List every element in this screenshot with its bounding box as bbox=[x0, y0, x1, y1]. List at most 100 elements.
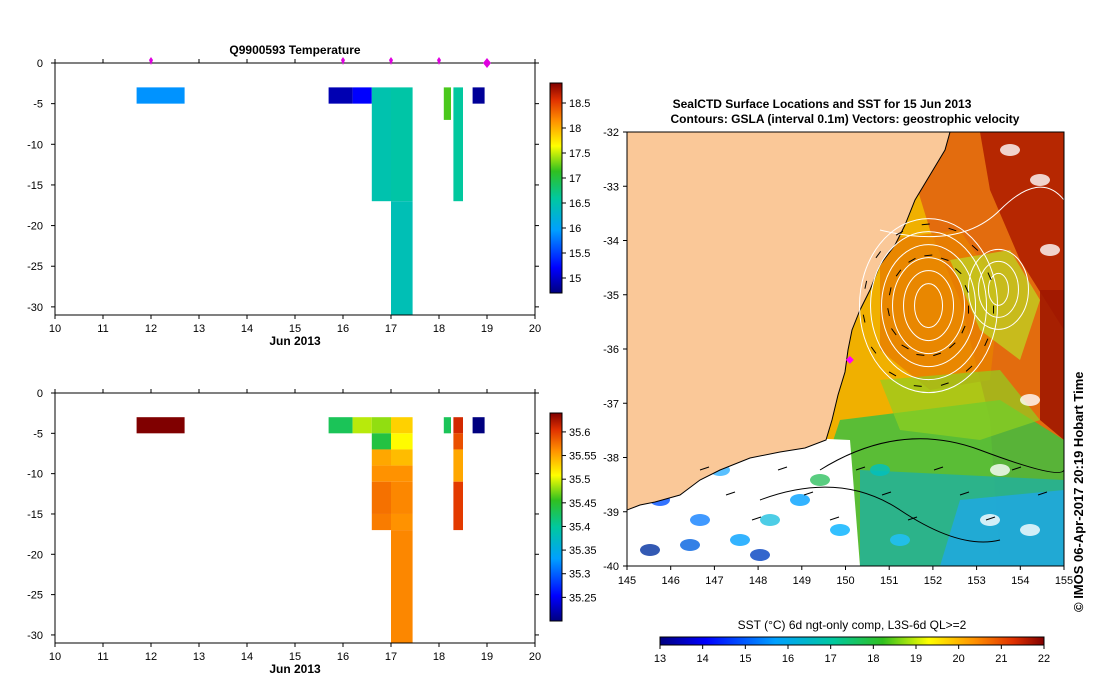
y-tick-label: -20 bbox=[27, 221, 43, 233]
y-tick-label: -37 bbox=[603, 398, 619, 410]
map-panel: 145 146 147 148 149 150 151 152 153 154 155 -32 -33 -… bbox=[603, 97, 1086, 665]
x-tick-label: 19 bbox=[481, 323, 493, 335]
profile-marker bbox=[389, 57, 393, 65]
x-tick-label: 146 bbox=[662, 575, 680, 587]
data-cell bbox=[328, 417, 353, 434]
sst-speck bbox=[810, 474, 830, 486]
sst-speck bbox=[1020, 394, 1040, 406]
velocity-vector bbox=[964, 285, 969, 293]
sst-speck bbox=[890, 534, 910, 546]
colorbar-tick-label: 35.5 bbox=[569, 474, 590, 486]
sst-region bbox=[880, 370, 1040, 440]
x-axis-label: Jun 2013 bbox=[269, 662, 321, 676]
velocity-vector bbox=[891, 328, 897, 336]
data-cell bbox=[453, 449, 463, 482]
data-cell bbox=[453, 481, 463, 531]
velocity-vector bbox=[940, 382, 949, 386]
panel-1: 10 11 12 13 14 15 16 17 18 19 20 0 -5 -10 -15 -20 -25 -30… bbox=[27, 43, 590, 348]
velocity-vector bbox=[901, 344, 909, 350]
colorbar-tick-label: 35.25 bbox=[569, 592, 597, 604]
velocity-vector bbox=[1037, 491, 1048, 496]
velocity-vector bbox=[751, 516, 762, 521]
data-cell bbox=[453, 87, 463, 202]
y-tick-label: -30 bbox=[27, 302, 43, 314]
x-tick-label: 11 bbox=[97, 323, 108, 335]
data-cell bbox=[352, 417, 372, 434]
sst-speck bbox=[870, 464, 890, 476]
sst-speck bbox=[1030, 174, 1050, 186]
y-tick-label: -25 bbox=[27, 261, 43, 273]
data-cell bbox=[391, 530, 413, 643]
x-tick-label: 150 bbox=[836, 575, 854, 587]
sst-region bbox=[1040, 290, 1064, 440]
sst-speck bbox=[750, 549, 770, 561]
x-tick-label: 147 bbox=[705, 575, 723, 587]
x-tick-label: 13 bbox=[193, 651, 205, 663]
colorbar-tick-label: 35.4 bbox=[569, 521, 590, 533]
velocity-vector bbox=[987, 272, 992, 281]
x-tick-label: 18 bbox=[433, 323, 445, 335]
x-tick-label: 12 bbox=[145, 323, 157, 335]
data-cell bbox=[371, 87, 391, 202]
colorbar-tick-label: 17 bbox=[569, 173, 581, 185]
colorbar-tick-label: 35.3 bbox=[569, 569, 590, 581]
velocity-vector bbox=[940, 257, 949, 261]
x-tick-label: 155 bbox=[1055, 575, 1073, 587]
x-tick-label: 152 bbox=[924, 575, 942, 587]
velocity-vector bbox=[862, 314, 866, 323]
y-tick-label: -35 bbox=[603, 290, 619, 302]
velocity-vector bbox=[908, 257, 916, 263]
velocity-vector bbox=[829, 516, 840, 521]
gsla-contour bbox=[759, 486, 1001, 543]
x-axis-label: Jun 2013 bbox=[269, 334, 321, 348]
colorbar-tick-label: 35.35 bbox=[569, 545, 597, 557]
x-tick-label: 15 bbox=[289, 651, 301, 663]
data-cell bbox=[328, 87, 353, 104]
sst-region bbox=[940, 490, 1064, 566]
velocity-vector bbox=[895, 269, 902, 277]
profile-marker bbox=[149, 57, 153, 65]
velocity-vector bbox=[949, 342, 956, 349]
panel-2: 10 11 12 13 14 15 16 17 18 19 20 0 -5 -10 -15 -20 -25 -30… bbox=[27, 388, 596, 676]
sst-colorbar-tick-label: 13 bbox=[654, 653, 666, 665]
sst-speck bbox=[640, 544, 660, 556]
velocity-vector bbox=[971, 244, 979, 251]
data-cell bbox=[391, 513, 413, 531]
velocity-vector bbox=[985, 516, 996, 521]
data-cell bbox=[391, 465, 413, 482]
y-tick-label: -15 bbox=[27, 509, 43, 521]
data-cell bbox=[391, 449, 413, 466]
y-tick-label: -10 bbox=[27, 469, 43, 481]
data-cell bbox=[371, 417, 391, 434]
sst-region bbox=[950, 250, 1040, 360]
data-cell bbox=[391, 417, 413, 434]
y-tick-label: 0 bbox=[37, 58, 43, 70]
x-tick-label: 20 bbox=[529, 651, 541, 663]
sst-speck bbox=[830, 524, 850, 536]
colorbar-tick-label: 16 bbox=[569, 223, 581, 235]
sst-colorbar-tick-label: 20 bbox=[953, 653, 965, 665]
sst-colorbar-tick-label: 17 bbox=[825, 653, 837, 665]
gsla-contour bbox=[977, 260, 1019, 318]
velocity-vector bbox=[1011, 466, 1022, 471]
x-tick-label: 16 bbox=[337, 651, 349, 663]
gsla-contour bbox=[881, 244, 977, 368]
y-tick-label: -40 bbox=[603, 561, 619, 573]
x-tick-label: 13 bbox=[193, 323, 205, 335]
colorbar bbox=[549, 412, 563, 622]
y-tick-label: -34 bbox=[603, 236, 619, 248]
sst-speck bbox=[760, 514, 780, 526]
x-tick-label: 154 bbox=[1011, 575, 1029, 587]
gsla-contour bbox=[819, 438, 1064, 473]
sst-colorbar-tick-label: 15 bbox=[739, 653, 751, 665]
velocity-vector bbox=[921, 223, 930, 226]
velocity-vector bbox=[933, 466, 944, 471]
velocity-vector bbox=[961, 325, 966, 334]
colorbar bbox=[549, 82, 563, 294]
colorbar-tick-label: 35.45 bbox=[569, 498, 597, 510]
x-tick-label: 20 bbox=[529, 323, 541, 335]
sst-colorbar-tick-label: 18 bbox=[867, 653, 879, 665]
data-cell bbox=[371, 433, 391, 450]
sst-speck bbox=[990, 464, 1010, 476]
data-cell bbox=[472, 87, 485, 104]
